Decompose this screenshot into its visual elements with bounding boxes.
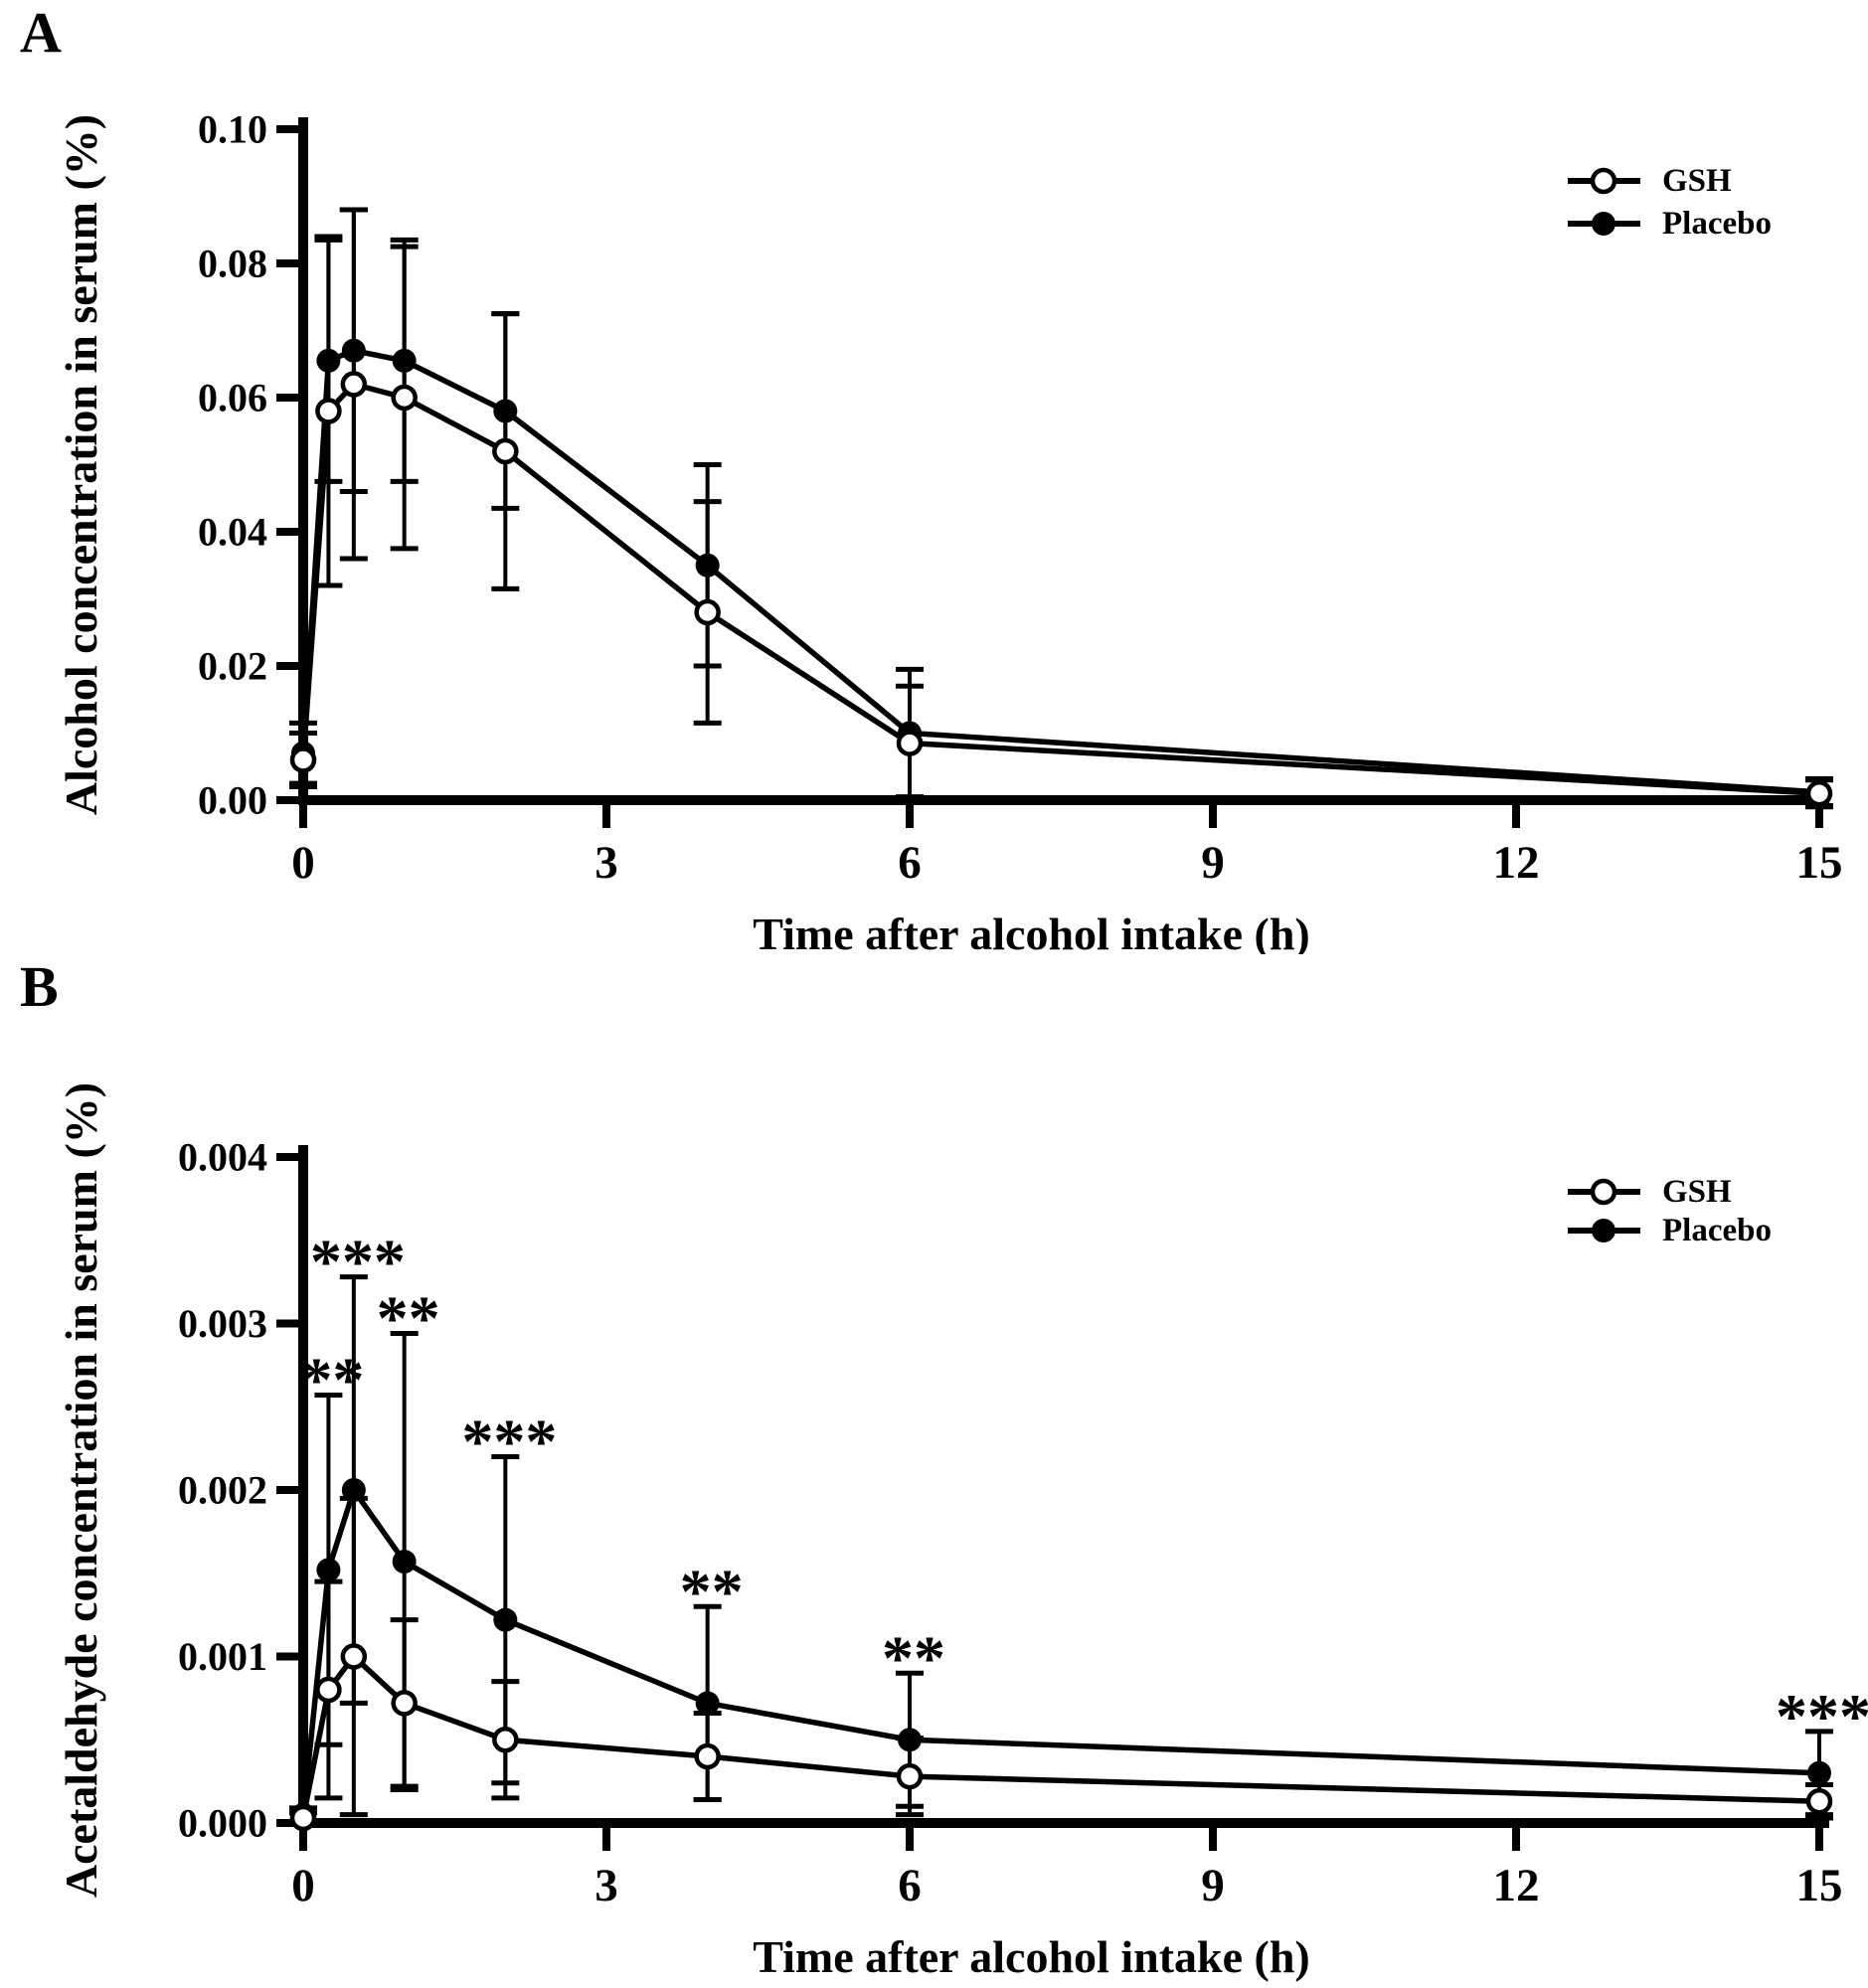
x-tick-label: 3	[594, 837, 618, 889]
x-tick-label: 12	[1493, 837, 1540, 889]
series-line-placebo	[300, 347, 1820, 795]
y-tick-label: 0.06	[198, 376, 267, 420]
x-tick-label: 9	[1201, 1860, 1225, 1911]
marker-filled-circle-placebo	[316, 348, 341, 373]
x-tick-label: 3	[594, 1860, 618, 1911]
marker-open-circle-gsh	[1805, 780, 1833, 807]
legend-filled-circle-icon	[1592, 212, 1615, 236]
panel-b-letter: B	[20, 954, 59, 1019]
legend-label: GSH	[1662, 1174, 1732, 1210]
x-tick-label: 6	[898, 1860, 922, 1911]
marker-open-circle-gsh	[694, 598, 721, 626]
marker-filled-circle-placebo	[493, 399, 518, 423]
y-tick-label: 0.02	[198, 644, 267, 689]
significance-marker: ***	[1776, 1681, 1868, 1751]
marker-open-circle-gsh	[492, 437, 519, 465]
marker-open-circle-gsh	[391, 1690, 418, 1717]
y-tick-label: 0.000	[178, 1801, 267, 1846]
panel-a-letter: A	[20, 0, 62, 65]
series-line-placebo	[300, 1483, 1820, 1815]
marker-open-circle-gsh	[340, 371, 368, 398]
marker-filled-circle-placebo	[341, 1478, 366, 1502]
marker-filled-circle-placebo	[392, 1550, 417, 1574]
y-tick-label: 0.10	[198, 107, 267, 152]
legend-label: Placebo	[1662, 1213, 1772, 1248]
marker-filled-circle-placebo	[898, 1728, 922, 1752]
significance-marker: **	[680, 1556, 744, 1626]
legend-open-circle-icon	[1590, 1178, 1617, 1206]
marker-open-circle-gsh	[694, 1742, 721, 1770]
legend-open-circle-icon	[1590, 167, 1617, 195]
y-tick-label: 0.00	[198, 778, 267, 823]
marker-filled-circle-placebo	[341, 338, 366, 363]
series-line-gsh	[300, 381, 1820, 796]
x-axis-title: Time after alcohol intake (h)	[753, 1931, 1309, 1982]
marker-filled-circle-placebo	[392, 348, 417, 373]
marker-open-circle-gsh	[289, 746, 317, 773]
significance-marker: **	[300, 1345, 364, 1415]
x-tick-label: 15	[1796, 837, 1843, 889]
panel-b: B 0.000 0.001 0.002 0.003 0.004 0 3 6 9 12 15 Time …	[0, 954, 1868, 1988]
y-tick-label: 0.002	[178, 1468, 267, 1513]
marker-open-circle-gsh	[1805, 1787, 1833, 1815]
marker-filled-circle-placebo	[1807, 1760, 1831, 1785]
y-tick-label: 0.001	[178, 1634, 267, 1679]
marker-filled-circle-placebo	[695, 1691, 720, 1716]
legend-label: GSH	[1662, 163, 1732, 199]
x-tick-label: 9	[1201, 837, 1225, 889]
significance-marker: **	[882, 1622, 945, 1693]
y-tick-label: 0.003	[178, 1301, 267, 1346]
x-tick-label: 0	[291, 1860, 315, 1911]
marker-open-circle-gsh	[391, 384, 418, 412]
panel-a-chart: 0.00 0.02 0.04 0.06 0.08 0.10 0 3 6 9 12 15 Time aft…	[56, 107, 1843, 955]
significance-marker: ***	[461, 1407, 557, 1477]
marker-filled-circle-placebo	[493, 1607, 518, 1632]
x-tick-label: 12	[1493, 1860, 1540, 1911]
x-axis-title: Time after alcohol intake (h)	[753, 909, 1309, 954]
marker-filled-circle-placebo	[695, 553, 720, 578]
marker-open-circle-gsh	[492, 1727, 519, 1753]
y-tick-label: 0.04	[198, 510, 267, 555]
y-tick-label: 0.004	[178, 1135, 267, 1180]
marker-open-circle-gsh	[315, 1676, 342, 1704]
significance-marker: ***	[310, 1227, 406, 1297]
marker-open-circle-gsh	[315, 398, 342, 424]
marker-open-circle-gsh	[896, 730, 924, 756]
y-axis-title: Alcohol concentration in serum (%)	[56, 114, 106, 815]
legend-label: Placebo	[1662, 206, 1772, 242]
panel-a: A 0.00 0.02 0.04 0.06 0.08 0.10 0 3 6 9 12 15 Time a…	[0, 0, 1868, 955]
marker-open-circle-gsh	[896, 1762, 924, 1790]
marker-open-circle-gsh	[340, 1643, 368, 1670]
legend-filled-circle-icon	[1592, 1219, 1615, 1242]
marker-filled-circle-placebo	[316, 1558, 341, 1582]
panel-b-chart: 0.000 0.001 0.002 0.003 0.004 0 3 6 9 12 15 Time af…	[56, 1082, 1868, 1982]
series-line-gsh	[300, 1652, 1820, 1819]
x-tick-label: 0	[291, 837, 315, 889]
significance-marker: **	[377, 1283, 440, 1354]
x-tick-label: 15	[1796, 1860, 1843, 1911]
y-axis-title: Acetaldehyde concentration in serum (%)	[56, 1082, 106, 1898]
x-tick-label: 6	[898, 837, 922, 889]
marker-open-circle-gsh	[289, 1804, 317, 1832]
y-tick-label: 0.08	[198, 242, 267, 286]
